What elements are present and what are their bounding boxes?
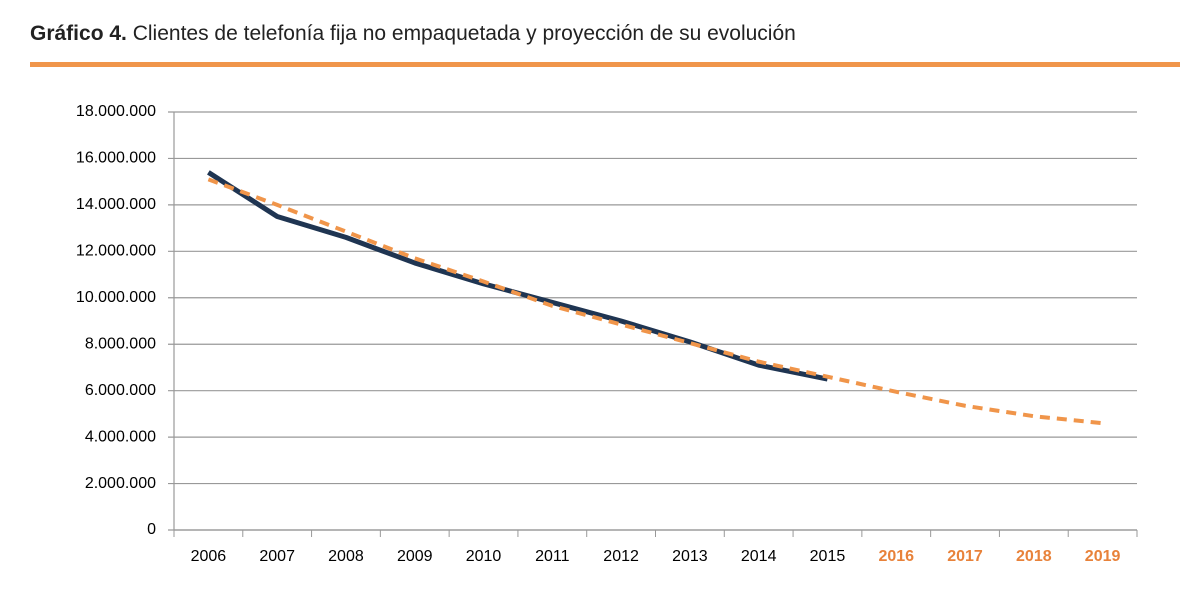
x-tick-label: 2013 — [672, 548, 708, 565]
y-tick-label: 10.000.000 — [76, 289, 156, 306]
y-tick-label: 0 — [147, 521, 156, 538]
x-tick-label: 2012 — [603, 548, 639, 565]
x-tick-label: 2019 — [1085, 548, 1121, 565]
x-tick-label: 2008 — [328, 548, 364, 565]
x-tick-label: 2017 — [947, 548, 983, 565]
y-tick-label: 14.000.000 — [76, 196, 156, 213]
y-tick-label: 16.000.000 — [76, 150, 156, 167]
x-tick-label: 2010 — [466, 548, 502, 565]
x-tick-label: 2014 — [741, 548, 777, 565]
x-tick-label: 2006 — [191, 548, 227, 565]
y-tick-label: 18.000.000 — [76, 103, 156, 120]
series-line — [207, 177, 1103, 426]
x-tick-label: 2016 — [878, 548, 914, 565]
title-label: Gráfico 4. — [30, 22, 127, 45]
chart-title: Gráfico 4. Clientes de telefonía fija no… — [30, 22, 796, 45]
x-tick-label: 2018 — [1016, 548, 1052, 565]
x-tick-label: 2009 — [397, 548, 433, 565]
y-tick-label: 4.000.000 — [85, 428, 156, 445]
y-tick-label: 6.000.000 — [85, 382, 156, 399]
x-tick-label: 2015 — [810, 548, 846, 565]
title-text: Clientes de telefonía fija no empaquetad… — [133, 22, 796, 45]
y-tick-label: 8.000.000 — [85, 335, 156, 352]
x-tick-label: 2011 — [535, 548, 570, 565]
title-rule — [30, 62, 1180, 67]
y-tick-label: 2.000.000 — [85, 475, 156, 492]
series-line — [207, 170, 828, 382]
x-tick-label: 2007 — [259, 548, 295, 565]
y-tick-label: 12.000.000 — [76, 243, 156, 260]
